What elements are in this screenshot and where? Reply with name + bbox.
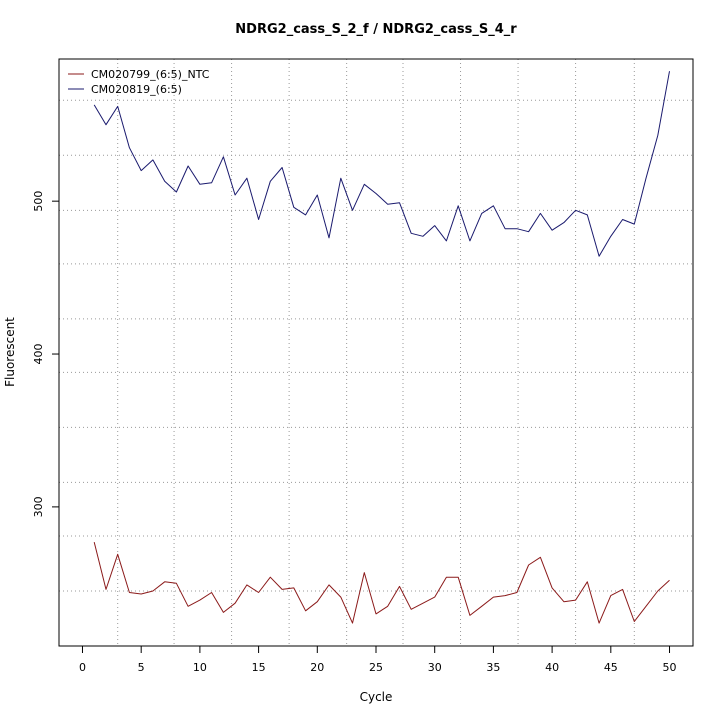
x-tick-label-30: 30 [428,661,442,674]
x-tick-label-20: 20 [310,661,324,674]
y-axis: 300 400 500 [32,191,59,517]
y-tick-label-300: 300 [32,496,45,517]
x-tick-label-0: 0 [79,661,86,674]
x-tick-label-50: 50 [663,661,677,674]
x-tick-label-40: 40 [545,661,559,674]
series-line-1 [93,71,670,257]
y-tick-label-500: 500 [32,191,45,212]
x-tick-label-45: 45 [604,661,618,674]
x-tick-label-25: 25 [369,661,383,674]
y-tick-label-400: 400 [32,344,45,365]
x-axis-label: Cycle [360,690,393,704]
plot-frame [58,58,694,647]
x-tick-label-5: 5 [138,661,145,674]
x-tick-label-15: 15 [252,661,266,674]
legend-label-sample: CM020819_(6:5) [91,83,182,96]
series-line-0 [93,541,670,624]
x-tick-label-10: 10 [193,661,207,674]
chart-title: NDRG2_cass_S_2_f / NDRG2_cass_S_4_r [235,22,517,37]
series-lines [93,71,670,624]
grid [59,59,693,646]
legend: CM020799_(6:5)_NTC CM020819_(6:5) [68,68,210,96]
x-tick-label-35: 35 [486,661,500,674]
x-axis: 0 5 10 15 20 25 30 35 40 45 50 [79,646,677,674]
legend-label-ntc: CM020799_(6:5)_NTC [91,68,210,81]
y-axis-label: Fluorescent [3,317,17,387]
